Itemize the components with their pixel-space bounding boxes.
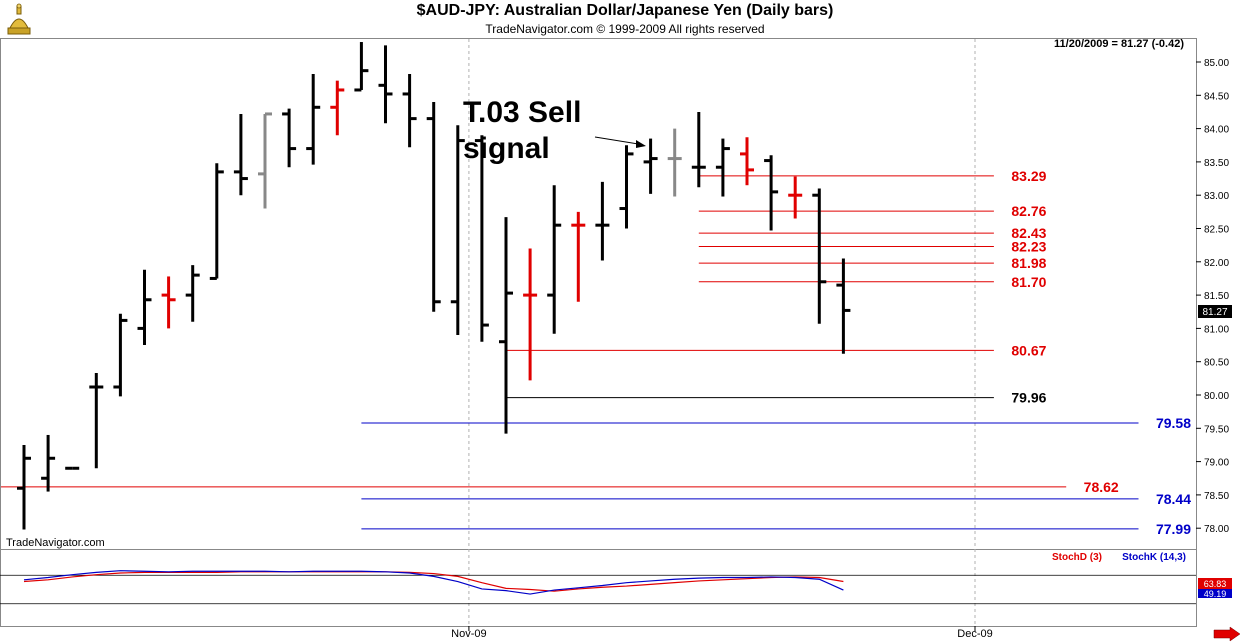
vertical-gridlines xyxy=(468,39,976,626)
stochd-value-marker: 63.83 xyxy=(1198,578,1232,589)
price-level-label: 79.96 xyxy=(1011,390,1046,406)
chart-title: $AUD-JPY: Australian Dollar/Japanese Yen… xyxy=(416,2,834,19)
annotation-arrow xyxy=(594,136,646,148)
price-tick-label: 83.50 xyxy=(1204,158,1229,169)
main-plot-frame xyxy=(0,38,1197,550)
price-tick-label: 84.50 xyxy=(1204,91,1229,102)
ohlc-bar xyxy=(426,101,441,312)
price-tick-label: 81.00 xyxy=(1204,324,1229,335)
ohlc-bar xyxy=(17,444,31,530)
gold-dome-logo xyxy=(4,2,34,36)
ohlc-bar xyxy=(233,113,248,196)
ohlc-bar xyxy=(643,138,658,194)
date-axis: Nov-09 Dec-09 xyxy=(451,626,993,640)
price-level-label: 79.58 xyxy=(1156,415,1191,431)
stoch-line-red xyxy=(23,571,844,592)
price-tick-label: 80.00 xyxy=(1204,391,1229,402)
price-level-label: 78.44 xyxy=(1156,491,1191,507)
ohlc-bar xyxy=(595,181,610,261)
ohlc-bar xyxy=(161,276,176,329)
price-level-label: 77.99 xyxy=(1156,521,1191,537)
ohlc-bar xyxy=(499,217,513,434)
price-tick-label: 82.50 xyxy=(1204,225,1229,236)
price-level-label: 80.67 xyxy=(1011,342,1046,358)
scroll-right-arrow-icon[interactable] xyxy=(1210,626,1241,642)
stoch-line-blue xyxy=(23,570,844,595)
chart-subtitle: TradeNavigator.com © 1999-2009 All right… xyxy=(485,22,765,36)
price-axis: 78.00 78.50 79.00 79.50 80.00 80.50 81.00 81.50… xyxy=(1196,58,1229,535)
ohlc-bar xyxy=(788,176,803,219)
ohlc-bar xyxy=(306,73,321,165)
ohlc-bar xyxy=(667,128,682,197)
ohlc-bar xyxy=(764,155,779,231)
stochk-value-marker: 49.19 xyxy=(1198,589,1232,599)
ohlc-bar xyxy=(450,125,465,336)
ohlc-bar xyxy=(740,137,754,186)
ohlc-bar xyxy=(691,111,706,188)
watermark: TradeNavigator.com xyxy=(6,537,105,549)
ohlc-bar xyxy=(523,248,538,381)
price-level-label: 83.29 xyxy=(1011,168,1046,184)
ohlc-bar xyxy=(571,211,586,302)
ohlc-bar xyxy=(836,258,851,354)
stochastic-panel xyxy=(0,570,1196,605)
price-tick-label: 84.00 xyxy=(1204,125,1229,136)
ohlc-bar xyxy=(258,112,272,209)
last-price-info: 11/20/2009 = 81.27 (-0.42) xyxy=(1054,38,1184,50)
price-level-label: 82.43 xyxy=(1011,225,1046,241)
price-tick-label: 78.50 xyxy=(1204,491,1229,502)
ohlc-bar xyxy=(282,108,297,168)
ohlc-bar xyxy=(209,163,224,280)
price-tick-label: 82.00 xyxy=(1204,258,1229,269)
ohlc-bar xyxy=(547,185,562,334)
price-tick-label: 80.50 xyxy=(1204,358,1229,369)
price-tick-label: 81.50 xyxy=(1204,291,1229,302)
ohlc-bar xyxy=(619,145,634,229)
ohlc-bar xyxy=(113,313,128,397)
price-tick-label: 78.00 xyxy=(1204,524,1229,535)
price-tick-label: 79.50 xyxy=(1204,424,1229,435)
ohlc-bar xyxy=(812,188,827,324)
legend-stochk: StochK (14,3) xyxy=(1122,552,1186,563)
stochd-value-label: 63.83 xyxy=(1204,579,1227,589)
price-level-label: 81.98 xyxy=(1011,255,1046,271)
last-price-marker: 81.27 xyxy=(1198,305,1232,318)
ohlc-bar xyxy=(185,265,200,322)
price-tick-label: 83.00 xyxy=(1204,191,1229,202)
ohlc-bar xyxy=(41,434,56,492)
date-tick-label: Dec-09 xyxy=(957,628,992,640)
date-tick-label: Nov-09 xyxy=(451,628,486,640)
price-tick-label: 85.00 xyxy=(1204,58,1229,69)
price-level-label: 82.23 xyxy=(1011,238,1046,254)
stochk-value-label: 49.19 xyxy=(1204,589,1227,599)
ohlc-bars xyxy=(17,42,851,530)
annotation-sell-line1: T.03 Sell xyxy=(463,96,581,129)
price-level-label: 81.70 xyxy=(1011,274,1046,290)
ohlc-bar xyxy=(137,269,152,346)
ohlc-bar xyxy=(378,45,393,124)
ohlc-bar xyxy=(474,135,489,342)
price-level-label: 78.62 xyxy=(1084,479,1119,495)
ohlc-bar xyxy=(402,73,417,148)
last-price-label: 81.27 xyxy=(1202,307,1227,318)
price-tick-label: 79.00 xyxy=(1204,458,1229,469)
ohlc-bar xyxy=(89,373,104,469)
ohlc-bar xyxy=(330,80,345,136)
annotation-sell-line2: signal xyxy=(463,132,550,165)
ohlc-bar xyxy=(715,138,730,197)
price-level-label: 82.76 xyxy=(1011,203,1046,219)
ohlc-bar xyxy=(354,42,369,92)
legend-stochd: StochD (3) xyxy=(1052,552,1102,563)
